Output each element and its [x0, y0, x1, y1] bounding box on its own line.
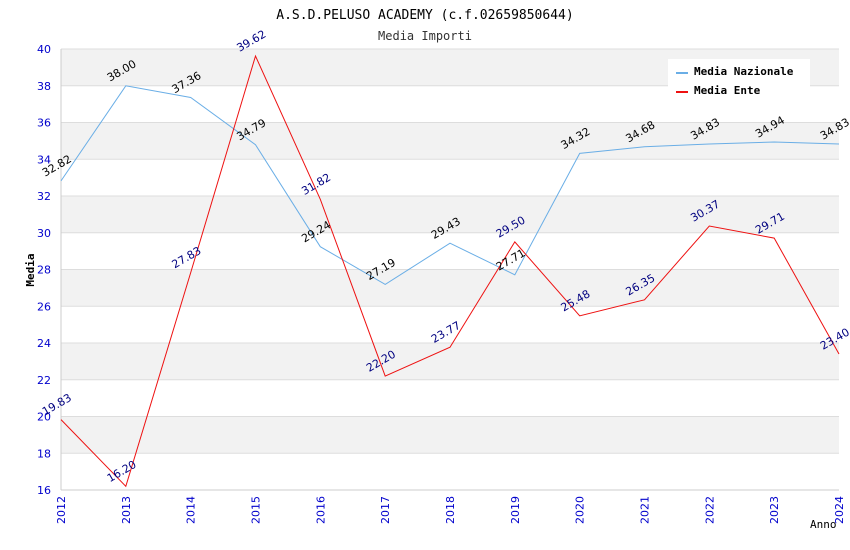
x-tick-label-2012: 2012	[55, 496, 68, 524]
y-tick-label-32: 32	[37, 190, 51, 203]
legend: Media Nazionale Media Ente	[668, 59, 810, 102]
y-axis-ticks: 16 18 20 22 24 26 28 30 32 34 36 38 40	[37, 43, 51, 497]
x-tick-label-2024: 2024	[833, 496, 846, 524]
legend-label-media-nazionale: Media Nazionale	[694, 65, 794, 78]
series-line-media-nazionale	[60, 85, 840, 285]
x-tick-label-2015: 2015	[250, 496, 263, 524]
band-32-34	[61, 159, 839, 196]
band-18-20	[61, 416, 839, 454]
x-tick-label-2017: 2017	[379, 496, 392, 524]
band-26-28	[61, 269, 839, 307]
x-tick-label-2013: 2013	[120, 496, 133, 524]
x-tick-label-2016: 2016	[314, 496, 327, 524]
x-axis-title: Anno	[810, 518, 837, 531]
y-tick-label-24: 24	[37, 337, 51, 350]
x-tick-label-2020: 2020	[574, 496, 587, 524]
y-tick-label-26: 26	[37, 300, 51, 313]
y-tick-label-22: 22	[37, 374, 51, 387]
y-tick-label-28: 28	[37, 264, 51, 277]
band-28-30	[61, 232, 839, 270]
y-tick-label-38: 38	[37, 80, 51, 93]
x-tick-label-2014: 2014	[185, 496, 198, 524]
band-16-18	[61, 453, 839, 490]
x-tick-label-2023: 2023	[768, 496, 781, 524]
series-layer	[60, 54, 840, 488]
legend-box	[668, 59, 810, 102]
x-tick-label-2022: 2022	[703, 496, 716, 524]
y-axis-title: Media	[24, 253, 37, 286]
band-20-22	[61, 379, 839, 417]
y-tick-label-20: 20	[37, 411, 51, 424]
chart-title: A.S.D.PELUSO ACADEMY (c.f.02659850644)	[276, 8, 573, 23]
y-tick-label-16: 16	[37, 484, 51, 497]
x-axis-ticks: 2012 2013 2014 2015 2016 2017 2018 2019 2020 2021…	[55, 496, 846, 524]
series-line-media-ente	[60, 54, 840, 488]
x-tick-label-2019: 2019	[509, 496, 522, 524]
band-24-26	[61, 306, 839, 343]
background-bands	[61, 49, 839, 490]
y-tick-label-18: 18	[37, 447, 51, 460]
y-tick-label-30: 30	[37, 227, 51, 240]
y-tick-label-40: 40	[37, 43, 51, 56]
x-tick-label-2018: 2018	[444, 496, 457, 524]
legend-label-media-ente: Media Ente	[694, 84, 761, 97]
band-34-36	[61, 122, 839, 160]
y-tick-label-36: 36	[37, 117, 51, 130]
y-tick-label-34: 34	[37, 153, 51, 166]
band-22-24	[61, 343, 839, 380]
x-tick-label-2021: 2021	[639, 496, 652, 524]
chart-subtitle: Media Importi	[378, 29, 472, 43]
